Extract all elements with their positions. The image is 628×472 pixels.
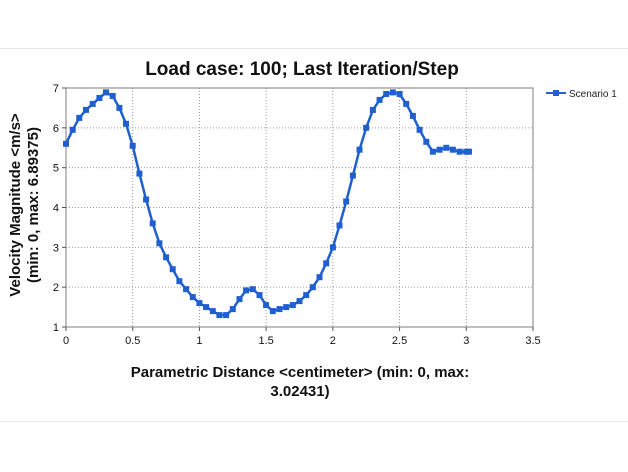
data-point [383,91,390,97]
data-point [456,148,463,155]
data-point [123,120,129,127]
x-tick-label: 3.5 [525,335,540,347]
x-axis-title-line-1: Parametric Distance <centimeter> (min: 0… [131,364,469,381]
y-tick-label: 7 [53,83,59,95]
x-tick-label: 1.5 [258,335,273,347]
data-point [363,124,370,131]
data-point [136,170,143,177]
x-tick-label: 3 [463,335,469,347]
y-tick-label: 6 [53,123,59,135]
data-point [109,93,116,99]
data-point [409,112,416,119]
data-point [149,220,156,227]
chart-background [0,48,628,422]
data-point [289,302,296,309]
data-point [389,89,396,96]
data-point [429,148,436,155]
data-point [283,304,290,311]
data-point [76,114,83,121]
x-tick-label: 1 [196,335,202,347]
data-point [163,254,170,261]
data-point [303,292,310,299]
data-point [129,142,136,149]
data-point [396,91,403,97]
data-point [309,284,316,291]
data-point [223,312,230,319]
data-point [269,308,276,315]
data-point [103,89,109,96]
y-tick-label: 2 [53,282,59,294]
data-point [169,266,176,273]
data-point [156,240,163,247]
data-point [316,274,323,281]
data-point [449,146,456,153]
data-point [176,278,183,285]
legend-marker-scenario-1 [553,90,559,96]
data-point [116,104,123,111]
data-point [349,172,356,179]
data-point [436,146,443,153]
data-point [369,106,376,113]
data-point [196,300,203,307]
data-point [83,106,89,113]
data-point [183,286,190,293]
data-point [323,260,330,267]
data-point [423,138,430,145]
data-point [416,126,423,133]
data-point [263,302,270,309]
legend-label-scenario-1: Scenario 1 [569,89,617,100]
data-point [236,296,243,303]
data-point [189,294,196,301]
data-point [466,148,472,155]
y-axis-title-line-2: (min: 0, max: 6.89375) [25,127,42,283]
data-point [343,198,350,205]
x-tick-label: 2.5 [392,335,407,347]
data-point [249,286,256,293]
data-point [96,95,103,101]
data-point [356,146,363,153]
data-point [69,126,76,133]
x-axis-title-line-2: 3.02431) [270,383,329,400]
y-tick-label: 4 [53,203,59,215]
data-point [403,100,410,107]
x-tick-label: 0 [63,335,69,347]
legend: Scenario 1 [546,89,617,100]
data-point [209,308,216,315]
x-tick-label: 2 [330,335,336,347]
data-point [143,196,150,203]
series-layer [63,89,472,319]
y-tick-label: 1 [53,322,59,334]
data-point [276,306,283,313]
data-point [216,312,223,319]
data-point [229,306,236,313]
data-point [329,244,336,251]
y-axis-title-line-1: Velocity Magnitude <m/s> [7,113,24,297]
y-tick-label: 5 [53,163,59,175]
data-point [203,304,210,311]
chart-title: Load case: 100; Last Iteration/Step [145,59,459,80]
data-point [376,96,383,103]
data-point [336,222,343,229]
data-point [256,292,263,299]
axis-ticks: 0 0.5 1 1.5 2 2.5 3 3.5 1 2 3 4 5 6 7 [53,83,541,347]
data-point [63,140,69,147]
data-point [443,144,450,151]
data-point [243,287,250,294]
y-tick-label: 3 [53,242,59,254]
grid-lines [66,88,533,327]
data-point [296,298,303,305]
x-tick-label: 0.5 [125,335,140,347]
data-point [89,100,96,107]
